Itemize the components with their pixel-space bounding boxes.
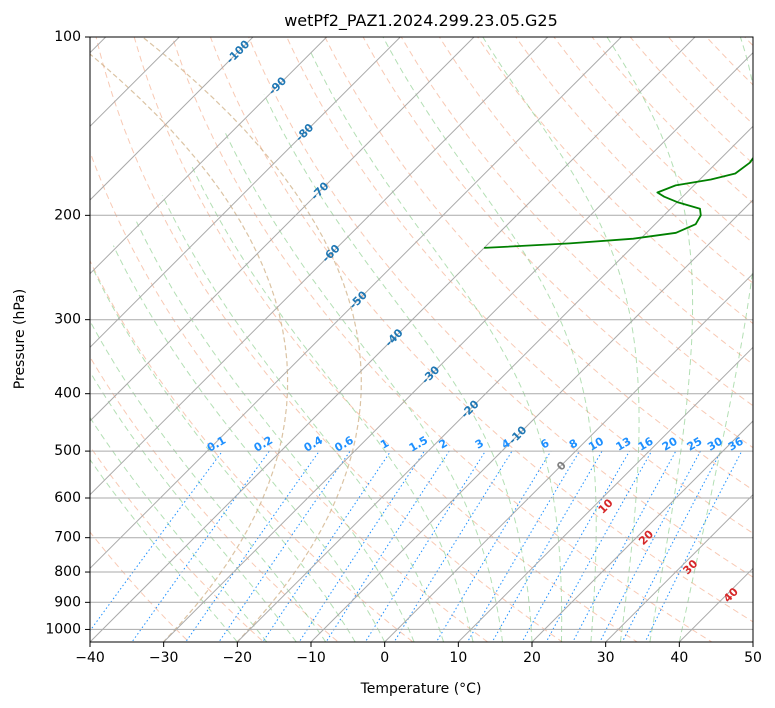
moist-adiabat bbox=[382, 37, 597, 642]
isotherm bbox=[457, 346, 753, 642]
moist-adiabat bbox=[678, 37, 753, 642]
moist-adiabat bbox=[263, 94, 533, 642]
x-tick-label: 30 bbox=[597, 650, 615, 666]
mixing-ratio-line bbox=[218, 450, 351, 642]
y-axis: 100 200 300 400 500 600 700 800 900 1000 bbox=[45, 29, 90, 637]
stability-curve bbox=[142, 37, 362, 642]
moist-adiabat bbox=[90, 458, 238, 642]
y-tick-label: 900 bbox=[54, 594, 81, 610]
mixing-ratio-line bbox=[491, 450, 603, 642]
dry-adiabat bbox=[438, 37, 753, 366]
isotherm bbox=[90, 37, 401, 349]
dry-adiabat bbox=[90, 150, 489, 642]
dry-adiabat bbox=[629, 37, 753, 165]
grid-lines bbox=[90, 37, 753, 642]
moist-adiabat bbox=[136, 221, 415, 642]
dry-adiabat bbox=[248, 37, 753, 578]
x-axis-label: Temperature (°C) bbox=[360, 681, 482, 697]
isotherm bbox=[90, 37, 549, 496]
y-axis-label: Pressure (hPa) bbox=[12, 289, 28, 389]
dry-adiabat bbox=[362, 37, 753, 449]
dewpoint-profile bbox=[484, 156, 753, 249]
moist-adiabat bbox=[482, 37, 640, 642]
y-tick-label: 500 bbox=[54, 443, 81, 459]
y-tick-label: 600 bbox=[54, 490, 81, 506]
dry-adiabat bbox=[133, 37, 638, 642]
mixing-ratio-line bbox=[644, 450, 743, 642]
x-tick-label: −20 bbox=[223, 650, 253, 666]
x-tick-label: 50 bbox=[744, 650, 762, 666]
dry-adiabat bbox=[324, 37, 753, 491]
x-axis: −40 −30 −20 −10 0 10 20 30 40 50 bbox=[75, 642, 762, 666]
mixing-ratio-line bbox=[131, 450, 270, 642]
dry-adiabat bbox=[95, 37, 564, 642]
moist-adiabat bbox=[161, 195, 445, 642]
isotherm bbox=[90, 37, 475, 422]
isotherm bbox=[531, 420, 753, 642]
x-tick-label: −10 bbox=[296, 650, 326, 666]
y-tick-label: 400 bbox=[54, 386, 81, 402]
x-tick-label: −40 bbox=[75, 650, 105, 666]
moist-adiabat bbox=[90, 320, 327, 642]
isotherm bbox=[163, 51, 753, 642]
y-tick-label: 700 bbox=[54, 530, 81, 546]
x-tick-label: 10 bbox=[449, 650, 467, 666]
x-tick-label: 20 bbox=[523, 650, 541, 666]
isotherm bbox=[384, 272, 753, 642]
y-tick-label: 100 bbox=[54, 29, 81, 45]
mixing-ratio-line bbox=[298, 450, 425, 642]
moist-adiabat bbox=[191, 165, 474, 642]
x-tick-label: 40 bbox=[670, 650, 688, 666]
mixing-ratio-line bbox=[185, 450, 320, 642]
isotherm bbox=[90, 37, 696, 642]
dry-adiabat bbox=[90, 259, 414, 642]
dry-adiabat bbox=[477, 37, 753, 325]
series-lines bbox=[484, 156, 753, 249]
x-tick-label: −30 bbox=[149, 650, 179, 666]
stability-curve bbox=[90, 53, 289, 642]
moist-adiabat bbox=[112, 245, 386, 642]
mixing-ratio-line bbox=[435, 450, 552, 642]
mixing-ratio-line bbox=[325, 450, 450, 642]
mixing-ratio-line bbox=[466, 450, 580, 642]
dry-adiabat bbox=[286, 37, 753, 534]
isotherm bbox=[236, 125, 753, 642]
isotherm bbox=[90, 37, 328, 275]
moist-adiabat bbox=[606, 37, 694, 642]
moist-adiabat bbox=[91, 267, 356, 642]
mixing-ratio-line bbox=[545, 450, 653, 642]
dry-adiabat bbox=[90, 445, 265, 642]
dry-adiabat bbox=[667, 37, 753, 125]
isotherm bbox=[310, 199, 753, 642]
y-tick-label: 800 bbox=[54, 564, 81, 580]
moist-adiabat bbox=[309, 49, 563, 642]
plot-background bbox=[90, 37, 753, 642]
isotherm bbox=[90, 37, 622, 570]
mixing-ratio-line bbox=[262, 450, 392, 642]
y-tick-label: 300 bbox=[54, 312, 81, 328]
isotherm bbox=[605, 493, 753, 642]
x-tick-label: 0 bbox=[380, 650, 389, 666]
y-tick-label: 1000 bbox=[45, 621, 81, 637]
plot-frame bbox=[89, 36, 754, 643]
dry-adiabat bbox=[171, 37, 713, 642]
isotherm bbox=[90, 37, 254, 201]
chart-title: wetPf2_PAZ1.2024.299.23.05.G25 bbox=[284, 11, 558, 31]
y-tick-label: 200 bbox=[54, 207, 81, 223]
